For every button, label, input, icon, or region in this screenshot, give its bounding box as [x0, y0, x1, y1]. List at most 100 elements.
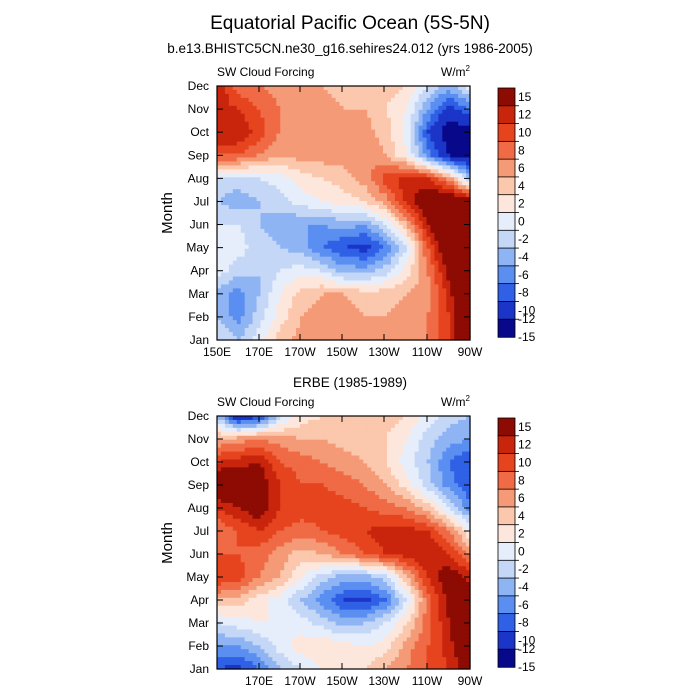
heatmap-cell	[386, 177, 392, 182]
heatmap-cell	[438, 300, 443, 305]
heatmap-cell	[327, 189, 333, 194]
heatmap-cell	[232, 280, 238, 286]
heatmap-cell	[256, 232, 262, 238]
heatmap-cell	[386, 308, 392, 313]
heatmap-cell	[300, 86, 305, 91]
heatmap-cell	[268, 173, 273, 178]
heatmap-cell	[367, 451, 372, 457]
heatmap-cell	[375, 264, 380, 270]
heatmap-cell	[217, 177, 222, 182]
heatmap-cell	[232, 197, 238, 202]
heatmap-cell	[331, 292, 337, 297]
heatmap-cell	[240, 141, 246, 147]
heatmap-cell	[331, 197, 337, 202]
heatmap-cell	[296, 173, 301, 178]
heatmap-cell	[228, 232, 234, 238]
heatmap-cell	[347, 248, 352, 254]
heatmap-cell	[438, 268, 443, 274]
heatmap-cell	[292, 86, 297, 91]
heatmap-cell	[319, 308, 325, 313]
heatmap-cell	[323, 459, 329, 465]
heatmap-cell	[438, 276, 443, 282]
heatmap-cell	[296, 121, 301, 127]
heatmap-cell	[327, 86, 333, 91]
heatmap-cell	[240, 240, 246, 246]
heatmap-cell	[446, 240, 451, 246]
heatmap-cell	[244, 89, 250, 95]
heatmap-cell	[256, 240, 262, 246]
heatmap-cell	[446, 228, 451, 234]
heatmap-cell	[355, 117, 360, 123]
heatmap-cell	[327, 240, 333, 246]
heatmap-cell	[402, 451, 408, 457]
heatmap-cell	[426, 439, 432, 445]
heatmap-cell	[276, 145, 281, 151]
heatmap-cell	[434, 220, 439, 226]
heatmap-cell	[462, 232, 467, 238]
heatmap-cell	[323, 419, 329, 425]
heatmap-cell	[244, 113, 250, 119]
heatmap-cell	[232, 248, 238, 254]
heatmap-cell	[331, 332, 337, 337]
heatmap-cell	[390, 248, 396, 254]
heatmap-cell	[426, 308, 432, 313]
heatmap-cell	[307, 268, 313, 274]
heatmap-cell	[276, 328, 281, 333]
heatmap-cell	[359, 113, 364, 119]
heatmap-cell	[248, 165, 254, 170]
heatmap-cell	[232, 252, 238, 258]
heatmap-cell	[252, 252, 258, 258]
heatmap-cell	[458, 443, 463, 449]
heatmap-cell	[367, 292, 372, 297]
heatmap-cell	[446, 89, 451, 95]
heatmap-cell	[252, 288, 258, 293]
heatmap-cell	[288, 336, 293, 341]
heatmap-cell	[390, 332, 396, 337]
heatmap-cell	[347, 141, 352, 147]
heatmap-cell	[319, 141, 325, 147]
heatmap-cell	[331, 181, 337, 186]
heatmap-cell	[284, 336, 289, 341]
heatmap-cell	[220, 427, 226, 433]
heatmap-cell	[303, 216, 309, 222]
heatmap-cell	[406, 264, 412, 270]
heatmap-cell	[446, 205, 451, 210]
heatmap-cell	[414, 288, 420, 293]
heatmap-cell	[406, 93, 412, 99]
heatmap-cell	[280, 459, 285, 465]
heatmap-cell	[351, 244, 356, 250]
heatmap-cell	[276, 288, 281, 293]
heatmap-cell	[296, 213, 301, 218]
heatmap-cell	[347, 292, 352, 297]
heatmap-cell	[442, 451, 447, 457]
heatmap-cell	[375, 435, 380, 441]
heatmap-cell	[414, 173, 420, 178]
heatmap-cell	[292, 447, 297, 453]
heatmap-cell	[406, 137, 412, 143]
heatmap-cell	[446, 296, 451, 301]
heatmap-cell	[383, 320, 388, 325]
heatmap-cell	[367, 121, 372, 127]
heatmap-cell	[300, 89, 305, 95]
heatmap-cell	[414, 316, 420, 321]
heatmap-cell	[383, 439, 388, 445]
heatmap-cell	[236, 280, 242, 286]
heatmap-cell	[224, 463, 230, 468]
heatmap-cell	[402, 260, 408, 266]
heatmap-cell	[236, 86, 242, 91]
heatmap-cell	[272, 264, 277, 270]
heatmap-cell	[390, 256, 396, 262]
heatmap-cell	[458, 280, 463, 286]
heatmap-cell	[406, 224, 412, 230]
heatmap-cell	[414, 193, 420, 198]
colorbar-label: -4	[518, 250, 529, 264]
heatmap-cell	[307, 276, 313, 282]
heatmap-cell	[240, 185, 246, 190]
heatmap-cell	[351, 169, 356, 174]
heatmap-cell	[379, 129, 384, 135]
heatmap-cell	[414, 141, 420, 147]
heatmap-cell	[288, 276, 293, 282]
heatmap-cell	[418, 284, 424, 290]
heatmap-cell	[359, 201, 364, 206]
heatmap-cell	[327, 256, 333, 262]
